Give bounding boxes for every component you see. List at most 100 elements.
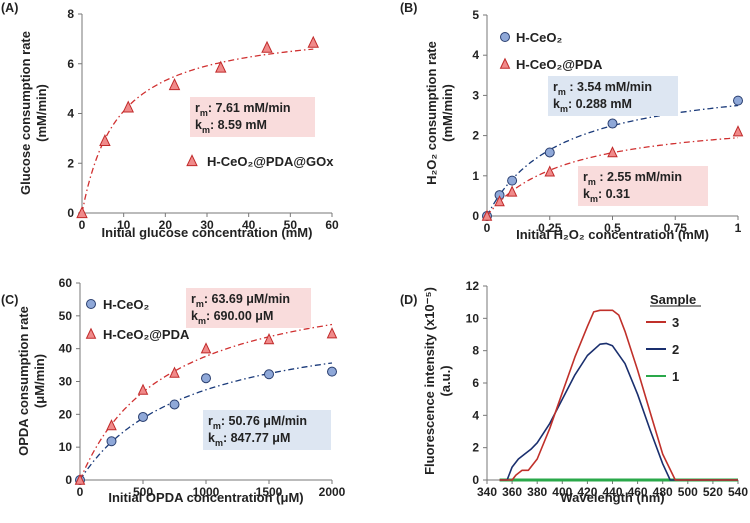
x-axis-label: Initial OPDA concentration (μM) <box>108 490 303 505</box>
data-point <box>186 154 198 167</box>
legend-label: 1 <box>672 369 679 384</box>
data-point <box>307 35 319 48</box>
y-axis-label: (mM/min) <box>34 84 49 142</box>
annotation-box <box>186 288 311 328</box>
data-point <box>169 366 180 378</box>
x-tick-label: 420 <box>577 485 597 499</box>
y-tick-label: 4 <box>472 48 479 62</box>
y-tick-label: 30 <box>59 375 73 389</box>
data-point <box>169 399 180 410</box>
x-tick-label: 20 <box>159 218 173 232</box>
x-axis-label: Initial glucose concentration (mM) <box>102 225 313 240</box>
x-tick-label: 1000 <box>193 485 220 499</box>
y-tick-label: 10 <box>59 440 73 454</box>
x-tick-label: 500 <box>133 485 153 499</box>
data-point <box>201 373 211 384</box>
legend-d: Sample 3 2 1 <box>646 292 701 384</box>
data-point <box>85 327 97 339</box>
legend-label: H-CeO₂@PDA@GOx <box>207 154 334 169</box>
data-point <box>200 342 212 354</box>
x-tick-label: 540 <box>728 485 748 499</box>
data-point <box>122 100 134 113</box>
data-point <box>106 436 117 447</box>
y-tick-label: 2 <box>472 441 479 455</box>
y-axis-label: Glucose consumption rate <box>18 31 33 195</box>
y-tick-label: 8 <box>67 7 74 21</box>
legend-label: H-CeO₂ <box>516 30 562 45</box>
data-point <box>263 333 275 345</box>
data-point <box>607 118 618 129</box>
y-tick-label: 0 <box>472 209 479 223</box>
x-tick-label: 400 <box>552 485 572 499</box>
annotation-line: km: 847.77 μM <box>208 431 290 448</box>
y-tick-label: 50 <box>59 309 73 323</box>
legend-c: H-CeO₂ H-CeO₂@PDA <box>85 297 190 342</box>
x-tick-label: 360 <box>502 485 522 499</box>
data-point <box>506 185 518 197</box>
panel-d: 340 360 380 400 420 440 460 480 500 520 540 0 2 4 6 8 10… <box>400 279 748 505</box>
legend-label: H-CeO₂@PDA <box>516 57 603 72</box>
y-tick-label: 6 <box>472 376 479 390</box>
data-point <box>76 206 88 219</box>
annotation-box <box>203 410 331 450</box>
data-point <box>74 473 86 485</box>
x-tick-label: 40 <box>242 218 256 232</box>
panel-b: 0 0.25 0.5 0.75 1 0 1 2 3 4 5 Initial H₂O₂ concentr… <box>400 1 744 242</box>
annotation-line: rm: 63.69 μM/min <box>191 292 290 309</box>
x-tick-label: 0 <box>77 485 84 499</box>
panel-a: 0 10 20 30 40 50 60 0 2 4 6 8 Initial glucose concen… <box>1 1 339 240</box>
data-point <box>261 40 273 53</box>
data-point <box>607 146 618 158</box>
spectrum-line-3 <box>499 309 738 481</box>
y-axis-label: OPDA consumption rate <box>16 306 31 456</box>
fit-curve <box>486 104 739 217</box>
legend-label: 2 <box>672 342 679 357</box>
x-tick-label: 340 <box>477 485 497 499</box>
panel-label: (D) <box>400 293 417 307</box>
x-tick-label: 500 <box>678 485 698 499</box>
y-axis-label: (mM/min) <box>440 84 455 142</box>
data-point <box>500 32 510 42</box>
panel-label: (A) <box>1 1 18 15</box>
annotation-line: rm : 2.55 mM/min <box>583 170 682 187</box>
annotation-line: rm: 50.76 μM/min <box>208 414 307 431</box>
y-tick-label: 6 <box>67 57 74 71</box>
x-tick-label: 50 <box>284 218 298 232</box>
x-tick-label: 1500 <box>256 485 283 499</box>
annotation-line: km: 0.31 <box>583 187 630 204</box>
annotation-box <box>578 166 708 206</box>
data-point <box>106 419 117 431</box>
data-point <box>494 195 505 207</box>
y-axis-label: (a.u.) <box>438 365 453 396</box>
y-tick-label: 2 <box>472 129 479 143</box>
y-tick-label: 8 <box>472 344 479 358</box>
fit-curve <box>79 362 333 481</box>
data-point <box>733 95 743 106</box>
data-point <box>86 299 96 309</box>
annotation-line: rm: 7.61 mM/min <box>195 101 291 118</box>
annotation-line: km: 690.00 μM <box>191 309 273 326</box>
x-tick-label: 480 <box>653 485 673 499</box>
data-point <box>215 60 227 73</box>
y-tick-label: 10 <box>466 311 480 325</box>
y-axis-label: (μM/min) <box>32 354 47 408</box>
y-tick-label: 0 <box>472 473 479 487</box>
y-tick-label: 4 <box>67 107 74 121</box>
legend-a: H-CeO₂@PDA@GOx <box>186 154 334 169</box>
legend-label: H-CeO₂ <box>103 297 149 312</box>
data-point <box>326 327 338 339</box>
y-tick-label: 20 <box>59 407 73 421</box>
legend-label: 3 <box>672 315 679 330</box>
x-tick-label: 1 <box>735 221 742 235</box>
data-point <box>137 383 149 395</box>
y-tick-label: 0 <box>67 206 74 220</box>
annotation-box <box>190 97 315 137</box>
x-tick-label: 0.75 <box>664 221 688 235</box>
x-tick-label: 0.25 <box>538 221 562 235</box>
x-tick-label: 2000 <box>319 485 346 499</box>
annotation-line: km: 0.288 mM <box>553 97 632 114</box>
